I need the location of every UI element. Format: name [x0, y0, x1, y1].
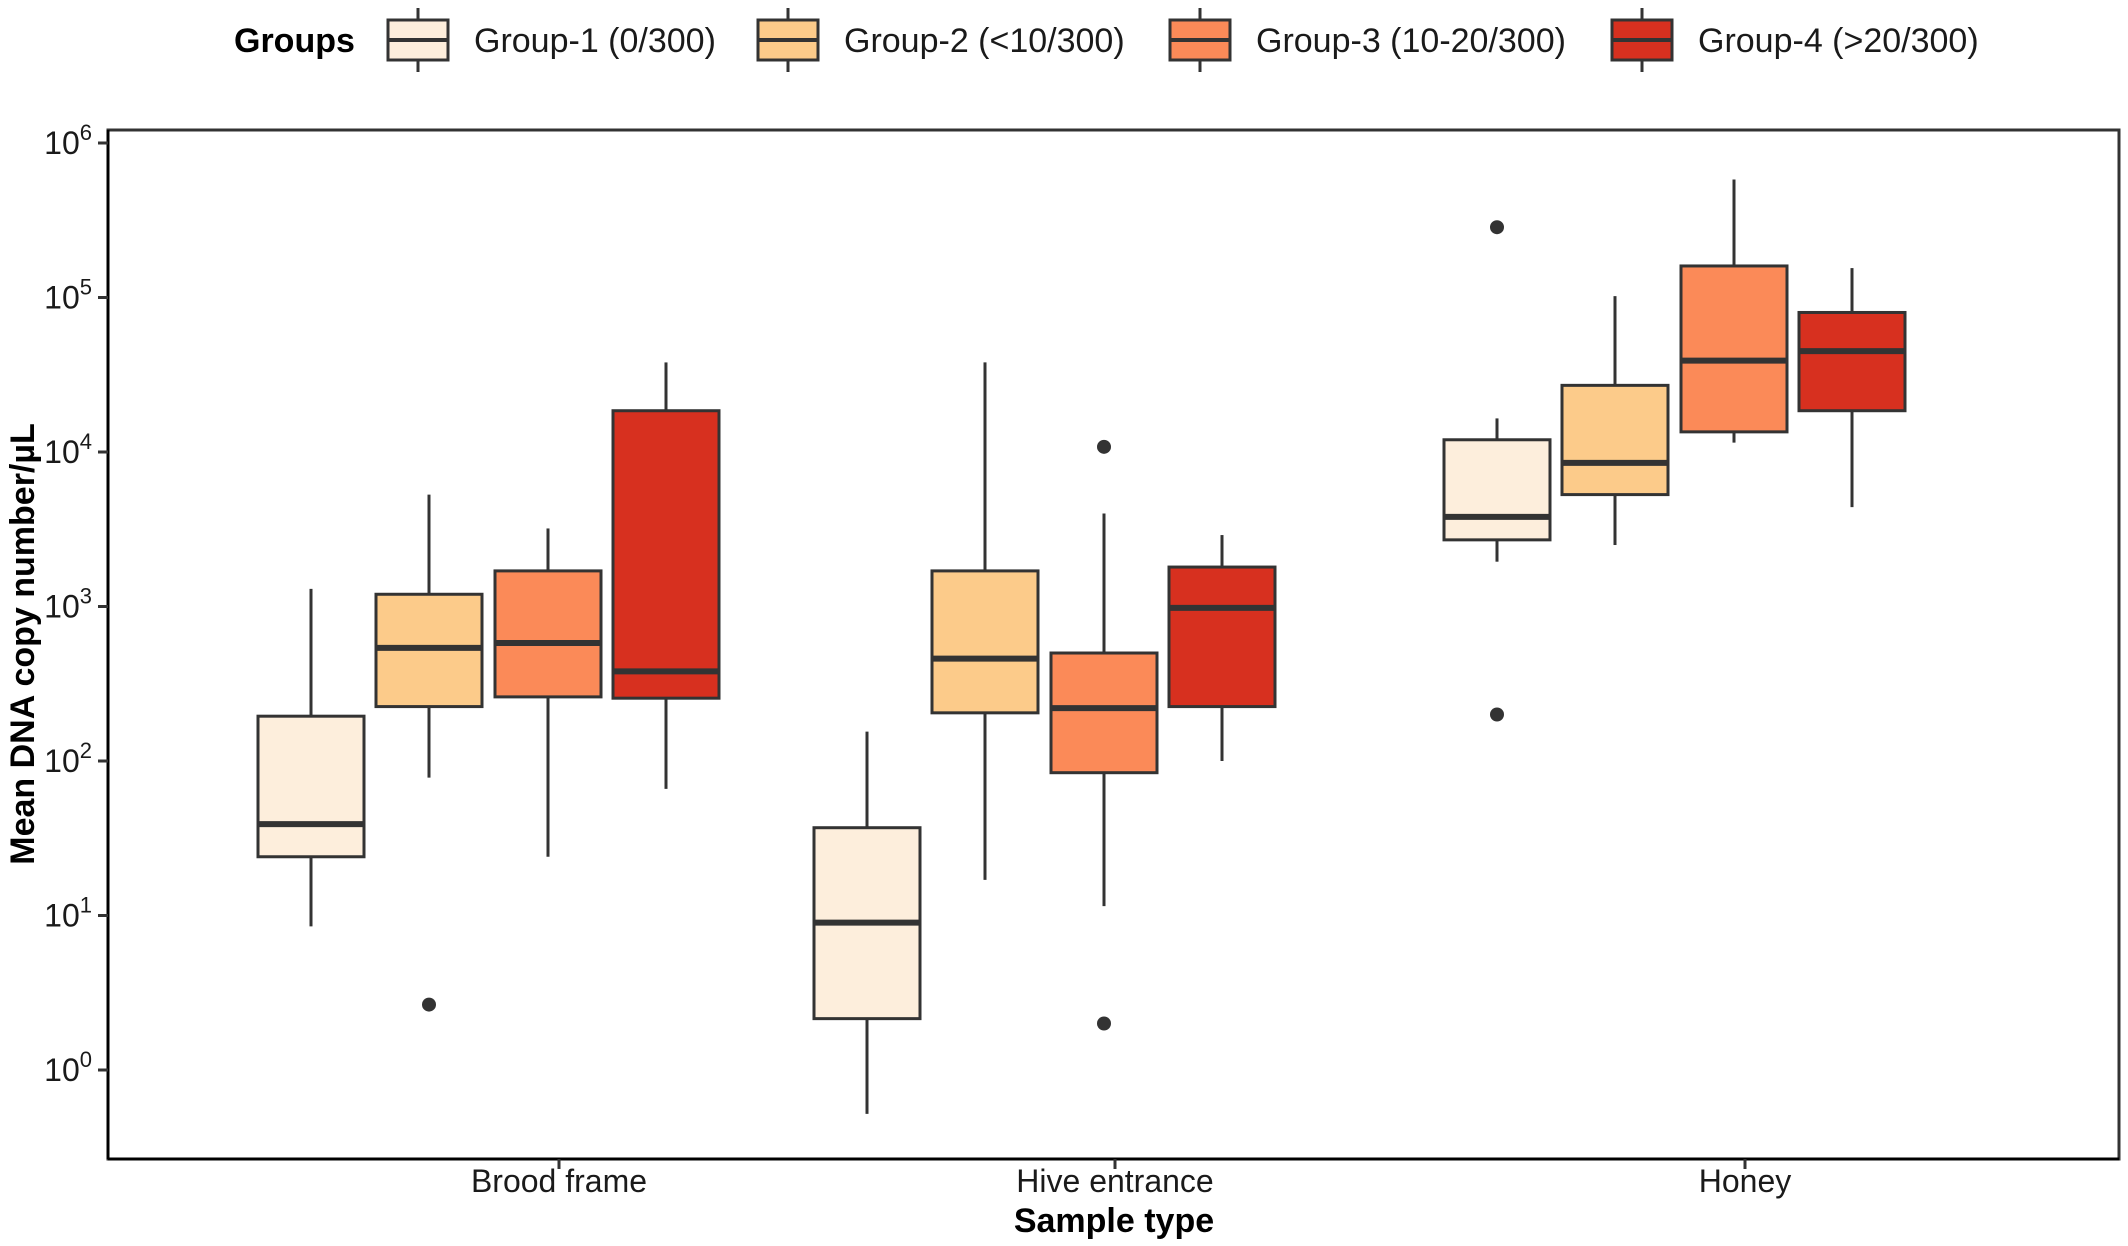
outlier-point [1490, 707, 1504, 722]
legend-item-group-2-10-300: Group-2 (<10/300) [756, 8, 1125, 72]
box-brood-frame-group-1-0-300 [256, 588, 366, 927]
box-body [1679, 264, 1789, 434]
x-axis-title: Sample type [1014, 1202, 1214, 1240]
plot-area [106, 128, 2121, 1161]
box-body [611, 409, 721, 700]
x-tick-label: Hive entrance [1016, 1163, 1213, 1199]
box-brood-frame-group-3-10-20-300 [493, 528, 603, 857]
box-body [1797, 310, 1907, 413]
y-tick-label: 104 [44, 429, 92, 470]
box-hive-entrance-group-3-10-20-300 [1049, 439, 1159, 1031]
box-body [930, 569, 1040, 715]
box-brood-frame-group-4-20-300 [611, 362, 721, 789]
y-axis-title: Mean DNA copy number/µL [4, 423, 42, 865]
outlier-point [1490, 220, 1504, 235]
box-honey-group-2-10-300 [1560, 296, 1670, 546]
legend-label: Group-3 (10-20/300) [1256, 22, 1566, 60]
legend-item-group-3-10-20-300: Group-3 (10-20/300) [1168, 8, 1566, 72]
y-tick-label: 102 [44, 738, 92, 779]
outlier-point [1097, 1016, 1111, 1031]
box-honey-group-4-20-300 [1797, 268, 1907, 508]
y-tick-label: 103 [44, 584, 92, 625]
box-honey-group-1-0-300 [1442, 220, 1552, 722]
y-tick-label: 105 [44, 275, 92, 316]
legend-item-group-1-0-300: Group-1 (0/300) [386, 8, 716, 72]
legend: Groups Group-1 (0/300) Group-2 (<10/300) G… [234, 8, 1979, 72]
x-tick-label: Brood frame [471, 1163, 647, 1199]
box-body [1167, 565, 1277, 709]
outlier-point [1097, 439, 1111, 454]
x-tick-label: Honey [1699, 1163, 1792, 1199]
y-axis: 100 101 102 103 104 105 106 [44, 120, 108, 1088]
legend-title: Groups [234, 22, 355, 60]
box-brood-frame-group-2-10-300 [374, 494, 484, 1012]
box-hive-entrance-group-4-20-300 [1167, 535, 1277, 761]
legend-label: Group-1 (0/300) [474, 22, 716, 60]
box-body [493, 569, 603, 699]
legend-label: Group-2 (<10/300) [844, 22, 1125, 60]
box-body [1049, 651, 1159, 775]
y-tick-label: 100 [44, 1047, 92, 1088]
legend-items: Group-1 (0/300) Group-2 (<10/300) Group-3 … [386, 8, 1979, 72]
x-axis: Brood frame Hive entrance Honey [471, 1159, 1791, 1199]
boxes-layer [256, 179, 1907, 1114]
y-tick-label: 101 [44, 893, 92, 934]
y-tick-label: 106 [44, 120, 92, 161]
box-honey-group-3-10-20-300 [1679, 179, 1789, 443]
box-body [256, 714, 366, 859]
legend-item-group-4-20-300: Group-4 (>20/300) [1610, 8, 1979, 72]
box-body [1560, 383, 1670, 497]
box-body [1442, 438, 1552, 542]
box-hive-entrance-group-2-10-300 [930, 362, 1040, 880]
box-hive-entrance-group-1-0-300 [812, 731, 922, 1114]
legend-label: Group-4 (>20/300) [1698, 22, 1979, 60]
outlier-point [422, 997, 436, 1012]
